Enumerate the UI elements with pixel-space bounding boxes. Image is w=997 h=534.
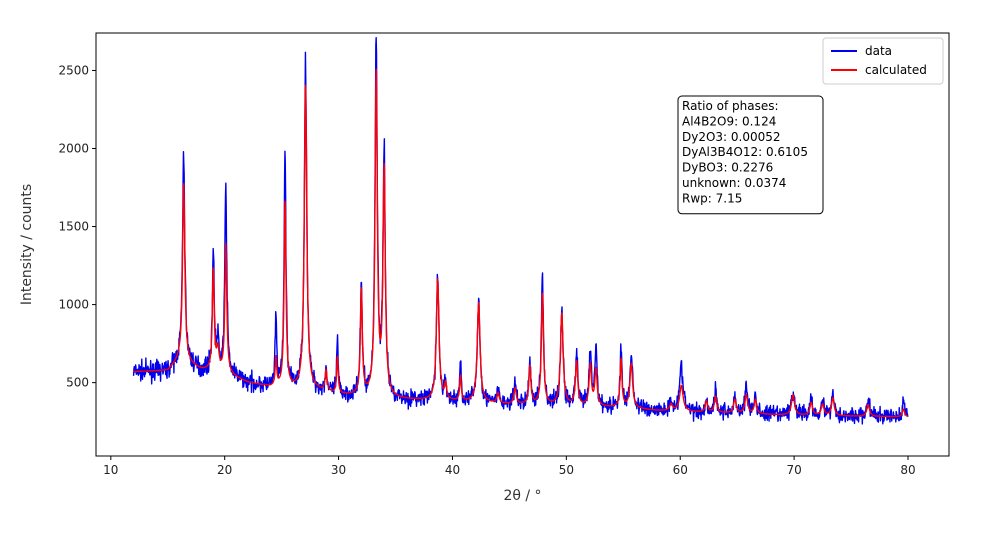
annotation-line: unknown: 0.0374 (682, 176, 786, 190)
x-axis-ticks: 10 20 30 40 50 60 70 80 (103, 456, 916, 477)
y-tick-label: 1000 (58, 298, 89, 312)
y-tick-label: 1500 (58, 220, 89, 234)
legend-label-calculated: calculated (865, 63, 927, 77)
plot-frame (95, 32, 950, 457)
x-tick-label: 10 (103, 463, 118, 477)
data-series-line (132, 37, 909, 425)
y-tick-label: 2500 (58, 63, 89, 77)
annotation-line: Al4B2O9: 0.124 (682, 114, 776, 128)
y-tick-label: 2000 (58, 142, 89, 156)
y-axis-label: Intensity / counts (19, 184, 35, 305)
legend-box (822, 37, 944, 85)
annotation-line: DyAl3B4O12: 0.6105 (682, 145, 808, 159)
x-tick-label: 20 (217, 463, 232, 477)
y-axis-ticks: 500 1000 1500 2000 2500 (58, 63, 96, 390)
legend: data calculated (822, 37, 944, 85)
calculated-series-line (133, 68, 909, 418)
x-tick-label: 60 (673, 463, 688, 477)
annotation-line: Rwp: 7.15 (682, 191, 742, 205)
x-tick-label: 30 (331, 463, 346, 477)
x-axis-label: 2θ / ° (503, 488, 541, 504)
legend-label-data: data (865, 44, 892, 58)
x-tick-label: 40 (445, 463, 460, 477)
annotation-line: Ratio of phases: (682, 99, 779, 113)
x-tick-label: 70 (786, 463, 801, 477)
x-tick-label: 50 (559, 463, 574, 477)
y-tick-label: 500 (66, 376, 89, 390)
x-tick-label: 80 (900, 463, 915, 477)
phase-ratio-annotation: Ratio of phases: Al4B2O9: 0.124 Dy2O3: 0… (677, 95, 824, 215)
annotation-box (677, 95, 824, 215)
annotation-line: Dy2O3: 0.00052 (682, 130, 781, 144)
annotation-line: DyBO3: 0.2276 (682, 161, 773, 175)
